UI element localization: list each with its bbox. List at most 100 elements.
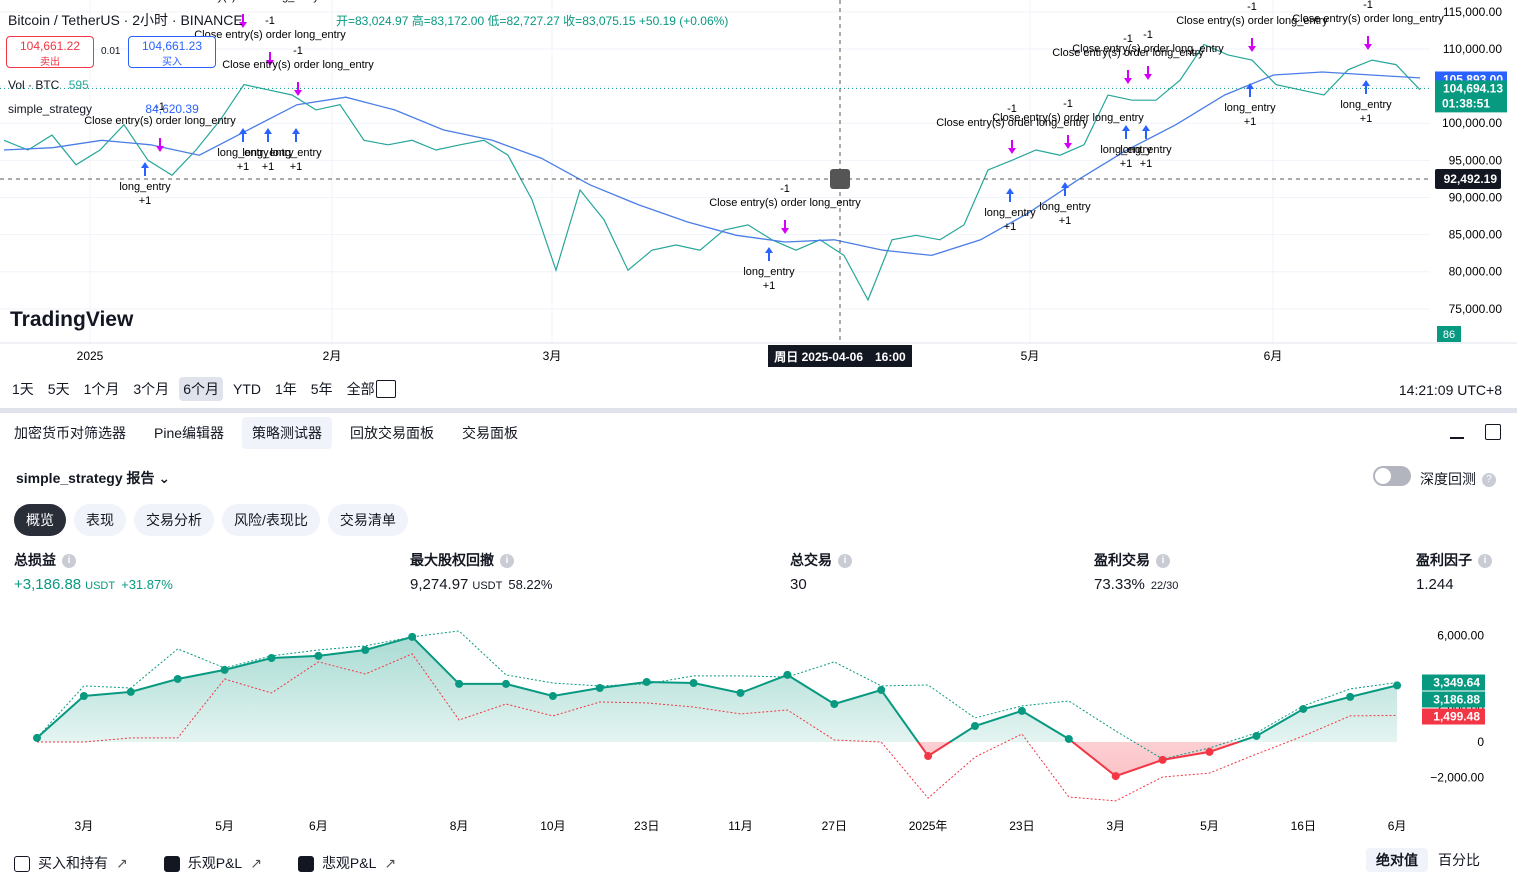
metric-value: 73.33% 22/30 bbox=[1094, 576, 1178, 594]
metric-label-text: 盈利因子 bbox=[1416, 552, 1472, 568]
y-tick-label: 95,000.00 bbox=[1449, 153, 1503, 167]
equity-point bbox=[1299, 704, 1308, 713]
countdown: 01:38:51 bbox=[1442, 96, 1490, 110]
checkbox[interactable] bbox=[14, 856, 30, 873]
report-subtab[interactable]: 概览 bbox=[14, 504, 66, 536]
exit-arrow bbox=[1008, 140, 1016, 154]
entry-qty: +1 bbox=[763, 280, 776, 292]
report-subtab[interactable]: 表现 bbox=[74, 504, 126, 536]
date-range-icon[interactable] bbox=[376, 380, 396, 398]
exit-arrow bbox=[1248, 38, 1256, 52]
checkbox[interactable] bbox=[163, 856, 180, 873]
entry-arrow bbox=[1142, 125, 1150, 139]
buy-price: 104,661.23 bbox=[141, 39, 203, 53]
metric-label: 总交易 i bbox=[790, 550, 852, 570]
entry-label: long_entry bbox=[119, 181, 171, 193]
legend-item[interactable]: 悲观P&L ↗ bbox=[297, 853, 396, 873]
x-tick-label: 10月 bbox=[540, 819, 565, 833]
report-subtabs: 概览 表现 交易分析 风险/表现比 交易清单 bbox=[14, 504, 416, 536]
entry-label: long_entry bbox=[743, 266, 795, 278]
report-subtab[interactable]: 风险/表现比 bbox=[222, 504, 320, 536]
x-tick-label: 6月 bbox=[1388, 819, 1407, 833]
equity-point bbox=[33, 733, 41, 742]
mode-absolute[interactable]: 绝对值 bbox=[1366, 848, 1428, 872]
ohlc-values: 开=83,024.97 高=83,172.00 低=82,727.27 收=83… bbox=[336, 14, 636, 28]
end-badge-label: 1,499.48 bbox=[1433, 710, 1480, 724]
sell-label: 卖出 bbox=[40, 57, 60, 68]
equity-point bbox=[1205, 747, 1214, 756]
equity-point bbox=[314, 651, 323, 660]
sell-button[interactable]: 104,661.22 卖出 bbox=[6, 36, 94, 68]
exit-label: Close entry(s) order long_entry bbox=[1052, 47, 1204, 59]
metric-value-text: 1.244 bbox=[1416, 576, 1454, 593]
entry-label: long_entry bbox=[242, 147, 294, 159]
volume-value: 595 bbox=[68, 78, 89, 92]
entry-label: long_entry bbox=[1120, 144, 1172, 156]
panel-tab[interactable]: 策略测试器 bbox=[242, 417, 333, 449]
end-badge bbox=[1422, 691, 1485, 708]
metric: 盈利交易 i 73.33% 22/30 bbox=[1094, 550, 1178, 594]
timeframe-button[interactable]: 1天 bbox=[12, 381, 34, 397]
timeframe-buttons: 1天 5天 1个月 3个月 6个月 YTD 1年 5年 全部 bbox=[8, 377, 385, 401]
legend-label: 乐观P&L bbox=[187, 855, 243, 871]
minimize[interactable] bbox=[1450, 437, 1464, 439]
timeframe-button[interactable]: 全部 bbox=[346, 381, 375, 397]
checkbox[interactable] bbox=[297, 856, 314, 873]
metric: 最大股权回撤 i 9,274.97 USDT 58.22% bbox=[410, 550, 552, 594]
entry-qty: +1 bbox=[237, 161, 250, 173]
maximize[interactable] bbox=[1485, 424, 1501, 440]
entry-arrow bbox=[1122, 125, 1130, 139]
x-tick-label: 5月 bbox=[215, 819, 234, 833]
report-title[interactable]: simple_strategy 报告 ⌄ bbox=[16, 470, 171, 486]
entry-arrow bbox=[141, 162, 149, 176]
timeframe-bar: 1天 5天 1个月 3个月 6个月 YTD 1年 5年 全部 14:21:09 UTC+8 bbox=[0, 370, 1517, 410]
legend-item[interactable]: 买入和持有 ↗ bbox=[14, 853, 128, 873]
toggle[interactable] bbox=[1373, 466, 1411, 486]
metric-extra: +31.87% bbox=[121, 577, 173, 592]
info-icon: i bbox=[1478, 554, 1492, 569]
metric-extra: 58.22% bbox=[508, 577, 553, 592]
exit-arrow bbox=[156, 138, 164, 152]
metric-label: 盈利交易 i bbox=[1094, 550, 1178, 570]
legend: 买入和持有 ↗ 乐观P&L ↗ 悲观P&L ↗ bbox=[14, 853, 432, 873]
timeframe-button[interactable]: 1个月 bbox=[83, 381, 120, 397]
report-subtab[interactable]: 交易分析 bbox=[134, 504, 214, 536]
timeframe-button[interactable]: 1年 bbox=[274, 381, 297, 397]
timeframe-button[interactable]: YTD bbox=[232, 381, 261, 397]
volume-indicator: Vol · BTC 595 bbox=[8, 78, 89, 92]
entry-qty: +1 bbox=[139, 195, 152, 207]
pnl-line bbox=[36, 630, 1398, 760]
metric-value: 30 bbox=[790, 576, 852, 594]
entry-label: long_entry bbox=[1100, 144, 1152, 156]
crosshair-y-label: 92,492.19 bbox=[1444, 172, 1498, 186]
timeframe-button[interactable]: 3个月 bbox=[133, 381, 170, 397]
exit-arrow bbox=[239, 14, 247, 28]
panel-tab[interactable]: 回放交易面板 bbox=[350, 425, 435, 441]
exit-arrow bbox=[1064, 135, 1072, 149]
exit-qty: -1 bbox=[265, 15, 275, 27]
entry-qty: +1 bbox=[1120, 158, 1133, 170]
timeframe-button[interactable]: 5天 bbox=[47, 381, 70, 397]
entry-qty: +1 bbox=[262, 161, 275, 173]
metric-value-text: +3,186.88 bbox=[14, 576, 82, 593]
exit-label: Close entry(s) order long_entry bbox=[84, 115, 236, 127]
change: +50.19 (+0.06%) bbox=[638, 14, 729, 28]
mode-switch: 绝对值 百分比 bbox=[1366, 848, 1490, 872]
exit-qty: -1 bbox=[1143, 29, 1153, 41]
deep-backtest: 深度回测? bbox=[1420, 469, 1496, 489]
panel-tab[interactable]: 交易面板 bbox=[462, 425, 519, 441]
panel-tab[interactable]: 加密货币对筛选器 bbox=[14, 425, 126, 441]
metric-value-text: 73.33% bbox=[1094, 576, 1145, 593]
info-icon: i bbox=[500, 554, 514, 569]
legend-item[interactable]: 乐观P&L ↗ bbox=[163, 853, 262, 873]
crosshair-plus[interactable] bbox=[830, 168, 850, 189]
timeframe-button[interactable]: 6个月 bbox=[179, 377, 223, 401]
exit-label: Close entry(s) order long_entry bbox=[222, 59, 374, 71]
report-subtab[interactable]: 交易清单 bbox=[327, 504, 408, 536]
panel-tab[interactable]: Pine编辑器 bbox=[154, 425, 225, 441]
buy-button[interactable]: 104,661.23 买入 bbox=[128, 36, 216, 68]
x-tick-label: 8月 bbox=[450, 819, 469, 833]
timeframe-button[interactable]: 5年 bbox=[310, 381, 333, 397]
mode-percent[interactable]: 百分比 bbox=[1438, 852, 1480, 868]
